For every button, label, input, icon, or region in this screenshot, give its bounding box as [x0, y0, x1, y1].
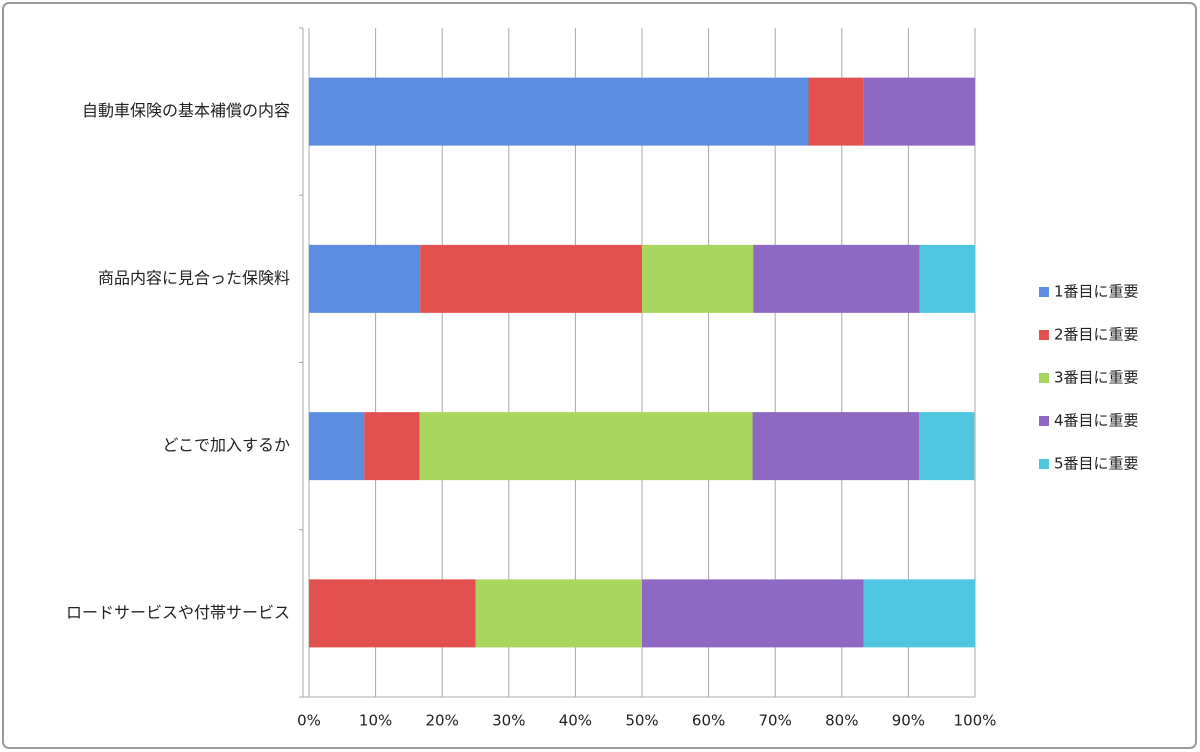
legend-swatch [1039, 459, 1049, 469]
bar-segment [309, 77, 809, 146]
category-label: ロードサービスや付帯サービス [66, 603, 290, 622]
bar-segment [642, 244, 754, 313]
x-tick-label: 40% [559, 712, 592, 730]
bar-segment [364, 412, 420, 481]
bar-segment [919, 244, 975, 313]
legend-swatch [1039, 330, 1049, 340]
category-label: 自動車保険の基本補償の内容 [82, 101, 290, 120]
bar-segment [419, 412, 753, 481]
x-tick-label: 100% [954, 712, 997, 730]
bar-segment [863, 77, 975, 146]
x-tick-label: 0% [297, 712, 321, 730]
legend-swatch [1039, 287, 1049, 297]
bar-segment [642, 579, 864, 648]
legend-label: 5番目に重要 [1054, 455, 1139, 473]
bar-segment [420, 244, 642, 313]
bar-segment [808, 77, 864, 146]
legend-label: 1番目に重要 [1054, 283, 1139, 301]
bar-segment [863, 579, 975, 648]
category-label: 商品内容に見合った保険料 [98, 268, 290, 287]
bar-segment [475, 579, 642, 648]
legend-label: 4番目に重要 [1054, 412, 1139, 430]
bar-segment [309, 579, 476, 648]
bar-segment [309, 244, 421, 313]
x-tick-label: 80% [825, 712, 858, 730]
x-tick-label: 20% [426, 712, 459, 730]
legend-swatch [1039, 416, 1049, 426]
x-tick-label: 90% [892, 712, 925, 730]
x-tick-label: 30% [492, 712, 525, 730]
legend-label: 2番目に重要 [1054, 326, 1139, 344]
bar-segment [753, 244, 920, 313]
x-tick-label: 60% [692, 712, 725, 730]
bar-segment [752, 412, 920, 481]
legend-label: 3番目に重要 [1054, 369, 1139, 387]
x-tick-label: 70% [759, 712, 792, 730]
bar-segment [919, 412, 975, 481]
x-tick-label: 10% [359, 712, 392, 730]
bar-segment [309, 412, 365, 481]
category-label: どこで加入するか [162, 436, 290, 455]
legend-swatch [1039, 373, 1049, 383]
x-tick-label: 50% [625, 712, 658, 730]
